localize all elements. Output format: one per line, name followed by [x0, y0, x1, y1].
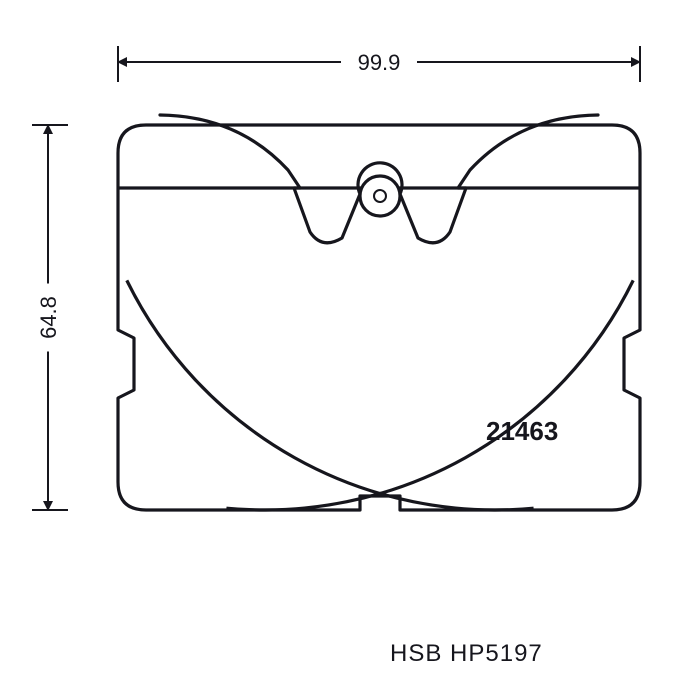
clip-washer [360, 176, 400, 216]
model-label: HP5197 [450, 640, 543, 667]
product-caption: HSB HP5197 [390, 640, 543, 668]
drawing-canvas: 99.9 64.8 21463 HSB HP5197 [0, 0, 700, 700]
part-number-label: 21463 [486, 416, 558, 446]
height-dimension-label: 64.8 [36, 296, 61, 339]
width-dimension-label: 99.9 [358, 50, 401, 75]
technical-drawing: 99.9 64.8 21463 [0, 0, 700, 560]
brand-label: HSB [390, 640, 442, 667]
